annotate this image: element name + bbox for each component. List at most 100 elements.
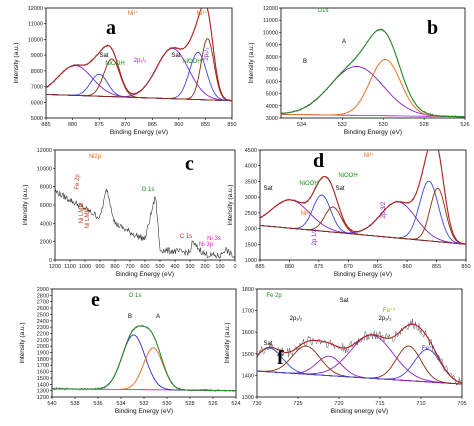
x-tick-label: 524 — [231, 401, 240, 407]
x-tick-label: 528 — [185, 401, 194, 407]
y-tick-label: 2000 — [40, 240, 52, 246]
y-tick-label: 4000 — [266, 104, 278, 110]
annotation-label: Ni³⁺ — [197, 10, 208, 17]
x-tick-label: 400 — [170, 264, 179, 270]
annotation-label: Ni2p — [89, 154, 102, 160]
annotation-label: 2p 3/2 — [381, 201, 387, 218]
x-axis-label: Binding Energy (eV) — [110, 129, 168, 136]
y-tick-label: 1600 — [37, 370, 49, 376]
y-tick-label: 4000 — [245, 164, 257, 170]
annotation-label: A — [156, 314, 160, 320]
panel-f: 730 725 720 715 710 705 1300 1400 1500 1600 1700 18… — [224, 287, 467, 415]
x-tick-label: 885 — [41, 122, 50, 128]
x-tick-label: 530 — [162, 401, 171, 407]
panel-letter: f — [277, 347, 284, 369]
x-tick-label: 534 — [116, 401, 125, 407]
panel-letter: b — [427, 17, 438, 39]
y-tick-label: 2700 — [37, 300, 49, 306]
plot-area — [257, 318, 462, 386]
y-tick-label: 10000 — [263, 30, 278, 36]
y-axis-label: Intensity (a.u.) — [19, 322, 26, 363]
panel-letter: d — [313, 150, 324, 172]
y-axis-label: Intensity (a.u.) — [13, 42, 20, 83]
y-tick-label: 2800 — [37, 293, 49, 299]
x-axis-label: Binding Energy (eV) — [116, 271, 174, 278]
fit-component-6 — [46, 38, 232, 102]
y-tick-label: 12000 — [37, 148, 52, 154]
plot-area — [281, 28, 465, 118]
x-tick-label: 850 — [461, 264, 470, 270]
x-tick-label: 875 — [314, 264, 323, 270]
y-tick-label: 2500 — [37, 312, 49, 318]
annotation-label: Fe⁺³ — [383, 307, 395, 314]
x-tick-label: 870 — [344, 264, 353, 270]
y-tick-label: 3000 — [266, 116, 278, 122]
x-axis-label: Binding energy (eV) — [331, 408, 388, 415]
annotation-label: Sat — [263, 186, 272, 192]
plot-frame — [280, 7, 466, 119]
x-tick-label: 536 — [93, 401, 102, 407]
x-tick-label: 865 — [373, 264, 382, 270]
x-tick-label: 100 — [215, 264, 224, 270]
plot-frame — [259, 149, 467, 261]
y-tick-label: 1700 — [37, 363, 49, 369]
y-tick-label: 1400 — [242, 373, 254, 379]
x-tick-label: 532 — [338, 122, 347, 128]
annotation-label: NiOOH — [182, 59, 201, 65]
y-tick-label: 9000 — [31, 53, 43, 59]
x-tick-label: 710 — [416, 401, 425, 407]
annotation-label: O1s — [317, 8, 328, 14]
fit-component-6 — [257, 349, 462, 384]
envelope-fit-line — [46, 8, 232, 102]
annotation-label: A — [342, 39, 346, 45]
y-tick-label: 2600 — [37, 306, 49, 312]
annotation-label: Ni²⁺ — [128, 10, 139, 17]
plot-frame — [54, 149, 236, 261]
y-tick-label: 1500 — [242, 352, 254, 358]
x-tick-label: 532 — [139, 401, 148, 407]
y-tick-label: 2500 — [245, 211, 257, 217]
annotation-label: Sat — [339, 298, 348, 304]
panel-d: 885 880 875 870 865 860 855 850 1000 1500 2000 2500… — [227, 148, 471, 278]
annotation-label: Fe 2p — [75, 174, 81, 190]
y-tick-label: 4000 — [40, 221, 52, 227]
annotation-label: Sat — [99, 53, 108, 59]
y-tick-label: 1700 — [242, 309, 254, 315]
x-tick-label: 870 — [121, 122, 130, 128]
x-tick-label: 534 — [297, 122, 306, 128]
annotation-label: Ni³⁺ — [301, 210, 312, 217]
x-tick-label: 860 — [403, 264, 412, 270]
y-tick-label: 1800 — [37, 357, 49, 363]
y-tick-label: 11000 — [263, 18, 278, 24]
y-axis-label: Intensity (a.u.) — [224, 322, 231, 363]
y-tick-label: 3000 — [245, 195, 257, 201]
y-tick-label: 0 — [49, 258, 52, 264]
envelope-fit-line — [257, 323, 462, 384]
x-tick-label: 200 — [200, 264, 209, 270]
annotation-label: Fe⁺² — [422, 345, 434, 352]
plot-area — [55, 188, 235, 260]
y-axis-label: Intensity (a.u.) — [248, 42, 255, 83]
annotation-label: NiOOH — [105, 61, 124, 67]
x-axis-label: Binding Energy (eV) — [344, 129, 402, 136]
x-tick-label: 875 — [95, 122, 104, 128]
y-axis-label: Intensity (a.u.) — [22, 184, 29, 225]
x-tick-label: 860 — [174, 122, 183, 128]
annotation-label: Ni 3p — [199, 242, 214, 248]
annotation-label: 2p₃/₂ — [204, 47, 210, 61]
panel-letter: c — [185, 153, 194, 175]
y-tick-label: 10000 — [37, 166, 52, 172]
y-tick-label: 2000 — [245, 227, 257, 233]
x-tick-label: 600 — [140, 264, 149, 270]
x-tick-label: 1200 — [49, 264, 61, 270]
envelope-fit-line — [260, 150, 466, 245]
x-tick-label: 526 — [460, 122, 469, 128]
x-tick-label: 530 — [379, 122, 388, 128]
x-tick-label: 500 — [155, 264, 164, 270]
x-tick-label: 720 — [334, 401, 343, 407]
y-tick-label: 10000 — [28, 37, 43, 43]
x-tick-label: 800 — [110, 264, 119, 270]
annotation-label: B — [128, 314, 132, 320]
annotation-label: Fe 2p — [266, 293, 282, 299]
